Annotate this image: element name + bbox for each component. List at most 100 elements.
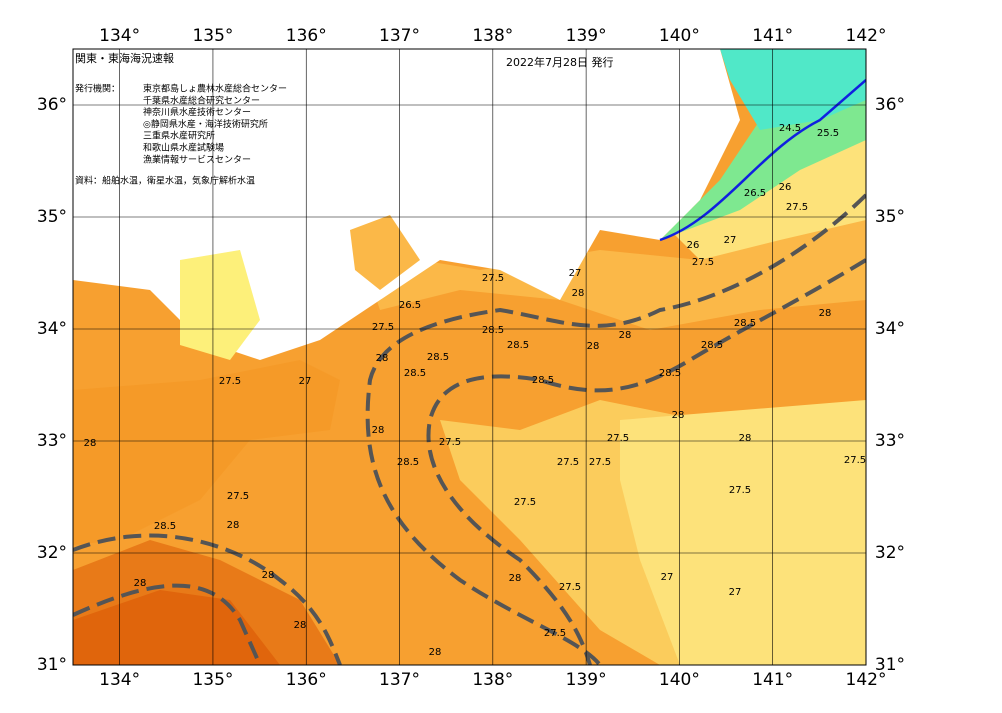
issuer: 漁業情報サービスセンター: [143, 153, 251, 165]
lon-label: 142°: [846, 26, 887, 46]
contour-label: 28.5: [734, 318, 756, 329]
contour-label: 28: [509, 573, 522, 584]
coast-front: [659, 79, 866, 242]
lon-label: 141°: [752, 26, 793, 46]
contour-label: 28: [84, 438, 97, 449]
zone: [360, 200, 866, 330]
issuer: 神奈川県水産技術センター: [143, 106, 251, 118]
contour-label: 26: [687, 240, 700, 251]
contour-label: 27.5: [439, 437, 461, 448]
contour-label: 28: [587, 341, 600, 352]
contour-label: 27: [729, 587, 742, 598]
contour-label: 28.5: [659, 368, 681, 379]
contour-label: 28.5: [532, 375, 554, 386]
contour-label: 27: [569, 268, 582, 279]
contour-label: 27.5: [786, 202, 808, 213]
zone: [620, 400, 866, 665]
zone: [660, 140, 866, 260]
zone: [73, 590, 280, 665]
lon-label: 142°: [846, 670, 887, 690]
contour-label: 28: [134, 578, 147, 589]
contour-label: 27: [299, 376, 312, 387]
zone: [180, 250, 260, 360]
lat-label: 34°: [37, 319, 67, 339]
contour-label: 28.5: [404, 368, 426, 379]
contour-label: 27.5: [557, 457, 579, 468]
source: 資料：船舶水温，衛星水温，気象庁解析水温: [75, 175, 255, 187]
contour-label: 27.5: [607, 433, 629, 444]
title: 関東・東海海況速報: [75, 51, 174, 65]
zone: [350, 215, 420, 290]
contour-label: 27.5: [227, 491, 249, 502]
lat-label: 32°: [875, 543, 905, 563]
contour-label: 28: [819, 308, 832, 319]
lon-label: 140°: [659, 670, 700, 690]
contour-label: 25.5: [817, 128, 839, 139]
contour-label: 28: [572, 288, 585, 299]
lat-label: 36°: [875, 95, 905, 115]
issuer: 和歌山県水産試験場: [143, 142, 224, 154]
contour-label: 27.5: [544, 628, 566, 639]
contour-label: 28: [372, 425, 385, 436]
contour-label: 27: [661, 572, 674, 583]
issuer: 千葉県水産総合研究センター: [143, 94, 260, 106]
contour-label: 28: [619, 330, 632, 341]
contour-label: 28.5: [397, 457, 419, 468]
contour-label: 27: [724, 235, 737, 246]
contour-label: 28.5: [482, 325, 504, 336]
contour-label: 27.5: [844, 455, 866, 466]
lat-label: 31°: [875, 655, 905, 675]
contour-label: 26.5: [399, 300, 421, 311]
issuer: 東京都島しょ農林水産総合センター: [143, 83, 287, 95]
contour-label: 27.5: [219, 376, 241, 387]
lon-label: 137°: [379, 26, 420, 46]
lon-label: 138°: [472, 670, 513, 690]
zone: [720, 49, 866, 130]
contour-label: 24.5: [779, 123, 801, 134]
lon-label: 135°: [192, 26, 233, 46]
lon-label: 136°: [286, 670, 327, 690]
contour-label: 26.5: [744, 188, 766, 199]
lat-label: 31°: [37, 655, 67, 675]
contour-label: 27.5: [482, 273, 504, 284]
contour-label: 28.5: [701, 340, 723, 351]
lon-label: 139°: [566, 670, 607, 690]
lat-label: 35°: [37, 207, 67, 227]
contour-label: 26: [779, 182, 792, 193]
lat-label: 33°: [37, 431, 67, 451]
contour-label: 27.5: [559, 582, 581, 593]
contour-label: 28.5: [427, 352, 449, 363]
current-axis: [73, 193, 866, 665]
lat-label: 35°: [875, 207, 905, 227]
lon-label: 136°: [286, 26, 327, 46]
lat-label: 33°: [875, 431, 905, 451]
lon-label: 134°: [99, 26, 140, 46]
contour-label: 28.5: [507, 340, 529, 351]
contour-label: 28: [294, 620, 307, 631]
lat-label: 36°: [37, 95, 67, 115]
contour-label: 28: [262, 570, 275, 581]
lon-label: 139°: [566, 26, 607, 46]
contour-label: 27.5: [589, 457, 611, 468]
contour-label: 27.5: [692, 257, 714, 268]
issuer: 三重県水産研究所: [143, 130, 215, 142]
lat-label: 32°: [37, 543, 67, 563]
date: 2022年7月28日 発行: [506, 55, 614, 69]
contour-label: 27.5: [514, 497, 536, 508]
zone: [73, 360, 340, 545]
contour-label: 28: [429, 647, 442, 658]
lon-label: 134°: [99, 670, 140, 690]
lon-label: 138°: [472, 26, 513, 46]
lat-label: 34°: [875, 319, 905, 339]
lon-label: 135°: [192, 670, 233, 690]
issuer-label: 発行機関：: [75, 83, 120, 95]
map-area: [73, 49, 866, 665]
contour-label: 28: [672, 410, 685, 421]
lon-label: 137°: [379, 670, 420, 690]
lon-label: 141°: [752, 670, 793, 690]
issuer: ◎静岡県水産・海洋技術研究所: [143, 118, 268, 130]
contour-label: 28.5: [154, 521, 176, 532]
contour-label: 27.5: [729, 485, 751, 496]
lon-label: 140°: [659, 26, 700, 46]
